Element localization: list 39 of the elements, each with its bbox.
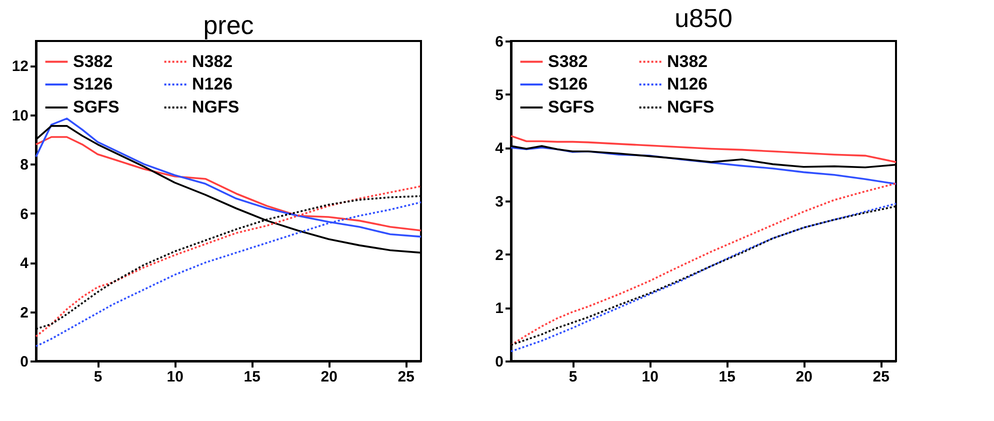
- y-tick-label: 8: [20, 156, 28, 174]
- y-tick-label: 1: [495, 300, 504, 318]
- line-series: [510, 135, 897, 163]
- y-tick-label: 6: [495, 34, 504, 50]
- legend-label: SGFS: [73, 98, 120, 116]
- y-tick-label: 4: [20, 255, 30, 272]
- y-tick-label: 3: [495, 194, 504, 210]
- legend-label: S382: [548, 52, 588, 71]
- y-tick-label: 0: [20, 354, 28, 370]
- y-tick-label: 12: [12, 58, 28, 76]
- chart-title: prec: [203, 10, 254, 40]
- legend-label: S126: [548, 74, 588, 94]
- legend-label: S126: [73, 74, 113, 94]
- x-tick-label: 10: [642, 368, 658, 386]
- y-tick-label: 2: [20, 304, 28, 322]
- legend-label: SGFS: [548, 98, 594, 116]
- legend-label: NGFS: [667, 98, 714, 116]
- legend-label: N382: [192, 52, 233, 71]
- legend-label: N126: [667, 74, 708, 94]
- legend-label: N382: [667, 52, 708, 71]
- x-tick-label: 20: [320, 368, 338, 386]
- y-tick-label: 0: [495, 354, 504, 370]
- x-tick-label: 20: [796, 368, 812, 386]
- x-tick-label: 25: [872, 368, 890, 386]
- x-tick-label: 15: [718, 368, 736, 386]
- legend-label: NGFS: [192, 98, 240, 116]
- y-tick-label: 5: [495, 86, 504, 104]
- x-tick-label: 5: [568, 368, 578, 386]
- y-tick-label: 10: [12, 107, 28, 124]
- x-tick-label: 25: [398, 368, 414, 386]
- legend-label: N126: [192, 74, 233, 94]
- y-tick-label: 4: [495, 140, 504, 158]
- x-tick-label: 5: [94, 368, 102, 386]
- legend-label: S382: [73, 52, 113, 71]
- x-tick-label: 10: [166, 368, 184, 386]
- y-tick-label: 6: [20, 206, 28, 223]
- chart-title: u850: [674, 3, 732, 33]
- x-tick-label: 15: [244, 368, 260, 386]
- y-tick-label: 2: [495, 246, 504, 264]
